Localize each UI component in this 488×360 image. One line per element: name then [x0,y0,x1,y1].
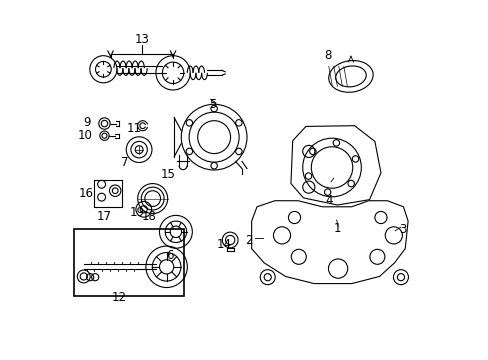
Text: 16: 16 [79,187,94,200]
Text: 19: 19 [130,206,144,219]
Text: 14: 14 [217,238,231,251]
Text: 1: 1 [333,222,341,235]
Text: 7: 7 [121,156,128,169]
Text: 15: 15 [160,168,175,181]
Text: 8: 8 [324,49,331,62]
Text: 3: 3 [399,223,406,236]
Text: 11: 11 [126,122,141,135]
Text: 6: 6 [166,248,174,261]
Text: 12: 12 [111,291,126,304]
Bar [74,229,183,296]
Text: 5: 5 [209,98,216,111]
Text: 10: 10 [78,129,93,142]
Text: 13: 13 [134,33,149,46]
Text: 18: 18 [142,210,157,223]
Text: 2: 2 [245,234,252,247]
Text: 17: 17 [97,210,112,223]
Text: 4: 4 [325,194,333,207]
Text: 9: 9 [82,116,90,129]
